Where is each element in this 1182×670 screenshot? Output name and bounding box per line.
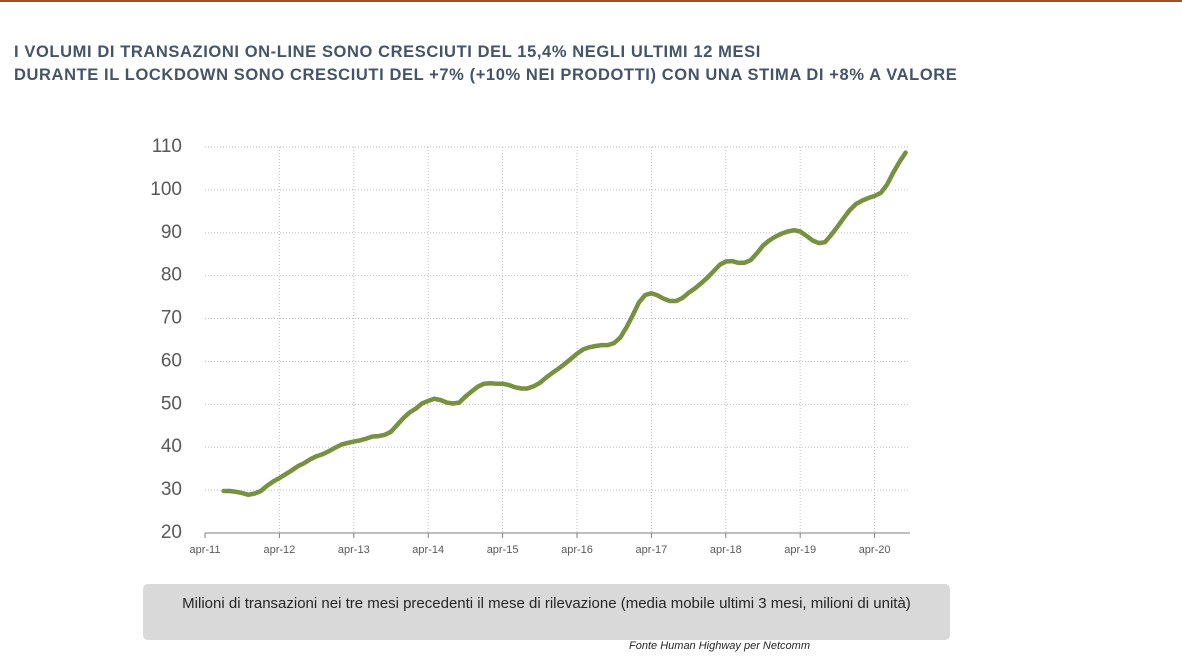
y-tick-label: 20	[161, 522, 182, 543]
x-tick-label: apr-16	[561, 544, 593, 556]
x-tick-label: apr-15	[487, 544, 519, 556]
y-tick-label: 50	[161, 393, 182, 414]
x-tick-label: apr-20	[859, 544, 891, 556]
y-tick-label: 60	[161, 350, 182, 371]
x-tick-label: apr-13	[338, 544, 370, 556]
x-tick-label: apr-18	[710, 544, 742, 556]
y-tick-label: 100	[150, 179, 182, 200]
top-rule	[0, 0, 1182, 2]
y-tick-label: 30	[161, 479, 182, 500]
x-tick-label: apr-11	[190, 544, 221, 556]
y-tick-label: 90	[161, 222, 182, 243]
x-tick-label: apr-17	[636, 544, 668, 556]
caption: Milioni di transazioni nei tre mesi prec…	[143, 584, 950, 640]
source: Fonte Human Highway per Netcomm	[629, 640, 810, 652]
y-tick-label: 110	[152, 136, 182, 157]
y-tick-label: 80	[161, 265, 182, 286]
x-tick-label: apr-14	[412, 544, 444, 556]
title-line: I VOLUMI DI TRANSAZIONI ON-LINE SONO CRE…	[14, 43, 761, 61]
x-tick-label: apr-12	[264, 544, 296, 556]
x-tick-label: apr-19	[784, 544, 816, 556]
title-line: DURANTE IL LOCKDOWN SONO CRESCIUTI DEL +…	[14, 66, 958, 84]
y-tick-label: 70	[161, 308, 182, 329]
series-line	[221, 150, 908, 498]
y-tick-label: 40	[161, 436, 182, 457]
